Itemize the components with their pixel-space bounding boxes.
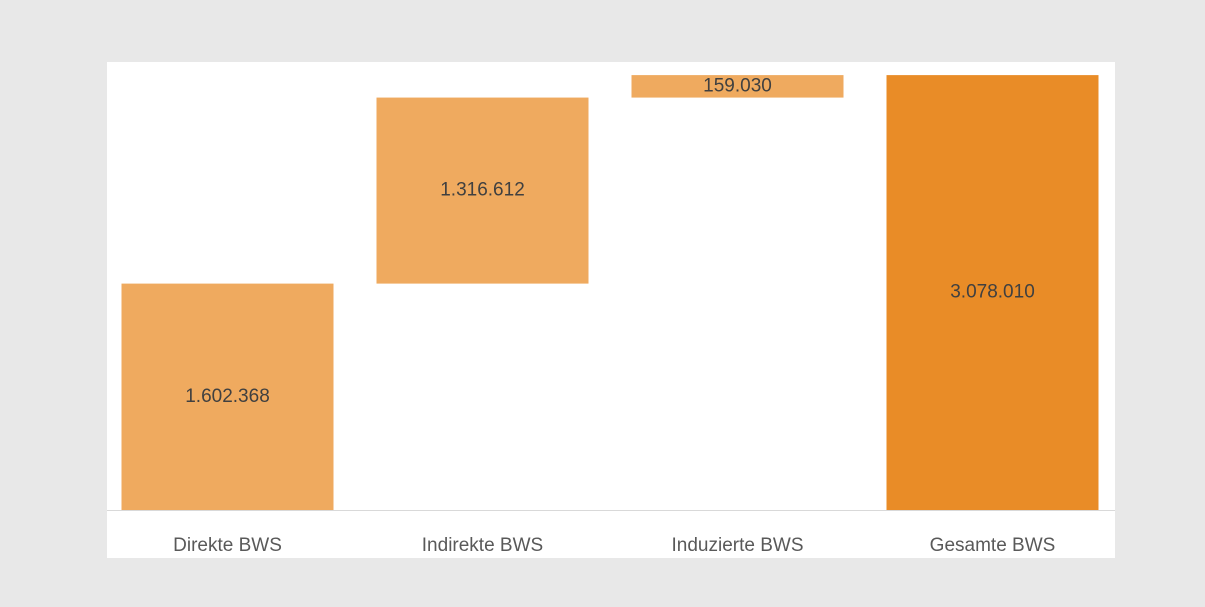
data-label: 1.316.612: [440, 180, 525, 201]
bar: [631, 75, 844, 98]
bar: [886, 75, 1099, 511]
data-label: 1.602.368: [185, 386, 270, 407]
bar: [376, 97, 589, 284]
x-tick-label: Direkte BWS: [173, 535, 282, 556]
x-tick-label: Induzierte BWS: [672, 535, 804, 556]
data-label: 159.030: [703, 75, 772, 96]
data-label: 3.078.010: [950, 282, 1035, 303]
x-tick-label: Indirekte BWS: [422, 535, 543, 556]
bar: [121, 283, 334, 510]
x-tick-label: Gesamte BWS: [930, 535, 1056, 556]
